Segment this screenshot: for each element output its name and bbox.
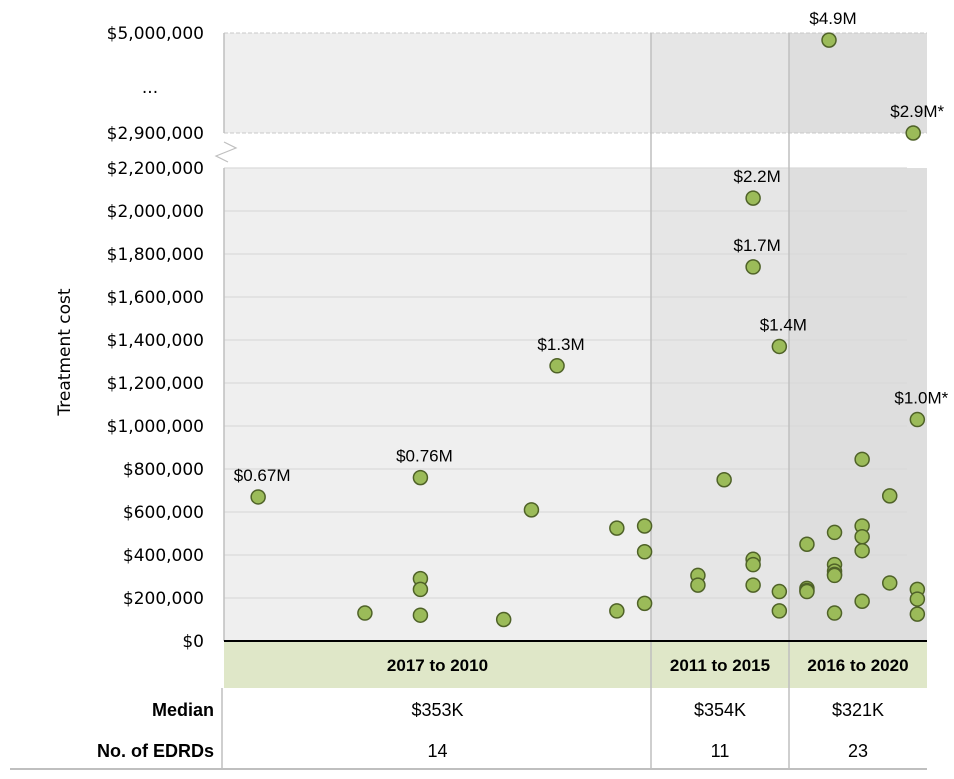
period-bg-lower (789, 168, 927, 641)
data-point (909, 591, 926, 607)
period-bg-upper (224, 33, 651, 133)
y-tick-label: $1,000,000 (107, 417, 204, 437)
y-axis-title: Treatment cost (55, 288, 75, 417)
data-point (412, 581, 429, 598)
y-tick-label: $5,000,000 (107, 24, 204, 44)
data-point (771, 583, 788, 600)
data-point (771, 338, 788, 355)
data-label: $1.3M (537, 335, 584, 354)
data-label: $1.7M (733, 236, 780, 255)
summary-table: Median No. of EDRDs $353K 14 $354K 11 $321K 2… (10, 688, 927, 770)
gridlines (224, 32, 927, 599)
data-points (250, 32, 926, 628)
data-point (250, 489, 266, 505)
period-label: 2017 to 2010 (387, 656, 488, 675)
y-tick-label: $0 (182, 632, 204, 652)
data-point (854, 451, 870, 468)
data-point (716, 472, 732, 488)
data-point (881, 488, 898, 504)
data-point (854, 593, 870, 609)
data-point (745, 190, 761, 206)
data-point (609, 520, 625, 536)
y-tick-label: $1,200,000 (107, 374, 204, 394)
data-point (905, 125, 921, 141)
data-point (745, 556, 761, 573)
data-point (745, 577, 761, 593)
data-label: $0.67M (234, 466, 291, 485)
period-band-bg (224, 642, 927, 688)
period-band: 2017 to 2010 2011 to 2015 2016 to 2020 (224, 642, 927, 688)
median-value: $321K (832, 700, 884, 720)
data-point (745, 259, 761, 275)
data-point (636, 595, 653, 612)
data-label: $2.2M (733, 167, 780, 186)
data-point (909, 606, 926, 622)
data-point (909, 411, 926, 428)
y-tick-label: $1,600,000 (107, 288, 204, 308)
data-labels: $0.67M $0.76M $1.3M $2.2M $1.7M $1.4M $4.9M $2.… (234, 9, 949, 485)
median-value: $353K (411, 700, 463, 720)
period-label: 2011 to 2015 (670, 656, 770, 675)
y-tick-label: $400,000 (123, 546, 204, 566)
data-label: $4.9M (809, 9, 856, 28)
data-point (412, 607, 429, 623)
table-row-header-median: Median (152, 700, 214, 720)
data-point (357, 605, 373, 621)
period-bg-upper (651, 33, 789, 133)
data-point (854, 542, 870, 559)
data-point (523, 502, 540, 518)
period-bg-lower (651, 168, 789, 641)
data-point (771, 603, 788, 619)
y-tick-labels: $0 $200,000 $400,000 $600,000 $800,000 $1,000… (107, 24, 204, 652)
edrd-count-value: 14 (427, 741, 447, 761)
data-label: $1.0M* (894, 389, 948, 408)
data-point (495, 611, 512, 628)
y-tick-label: $1,400,000 (107, 331, 204, 351)
y-tick-label: $2,900,000 (107, 124, 204, 144)
period-backgrounds (224, 33, 927, 641)
data-point (826, 524, 843, 541)
data-point (609, 603, 625, 619)
y-tick-label: $600,000 (123, 503, 204, 523)
period-label: 2016 to 2020 (807, 656, 908, 675)
data-point (826, 605, 843, 621)
data-point (799, 583, 815, 600)
y-tick-label: $800,000 (123, 460, 204, 480)
edrd-count-value: 11 (711, 741, 730, 761)
data-label: $2.9M* (890, 102, 944, 121)
data-point (799, 536, 815, 552)
data-point (881, 575, 898, 591)
y-tick-label: ... (142, 78, 158, 98)
table-row-header-count: No. of EDRDs (97, 741, 214, 761)
period-bg-upper (789, 33, 927, 133)
y-tick-label: $200,000 (123, 589, 204, 609)
axis-break-marker (214, 141, 238, 163)
data-point (549, 358, 565, 374)
data-point (690, 577, 706, 593)
median-value: $354K (694, 700, 746, 720)
y-tick-label: $2,200,000 (107, 159, 204, 179)
y-tick-label: $1,800,000 (107, 245, 204, 265)
data-point (821, 32, 837, 48)
data-label: $1.4M (760, 315, 807, 334)
period-bg-lower (224, 168, 651, 641)
edrd-count-value: 23 (848, 741, 868, 761)
data-point (636, 518, 653, 534)
data-point (854, 528, 870, 545)
y-tick-label: $2,000,000 (107, 202, 204, 222)
data-point (412, 469, 429, 486)
data-point (826, 567, 843, 584)
data-point (636, 544, 653, 560)
data-label: $0.76M (396, 447, 453, 466)
